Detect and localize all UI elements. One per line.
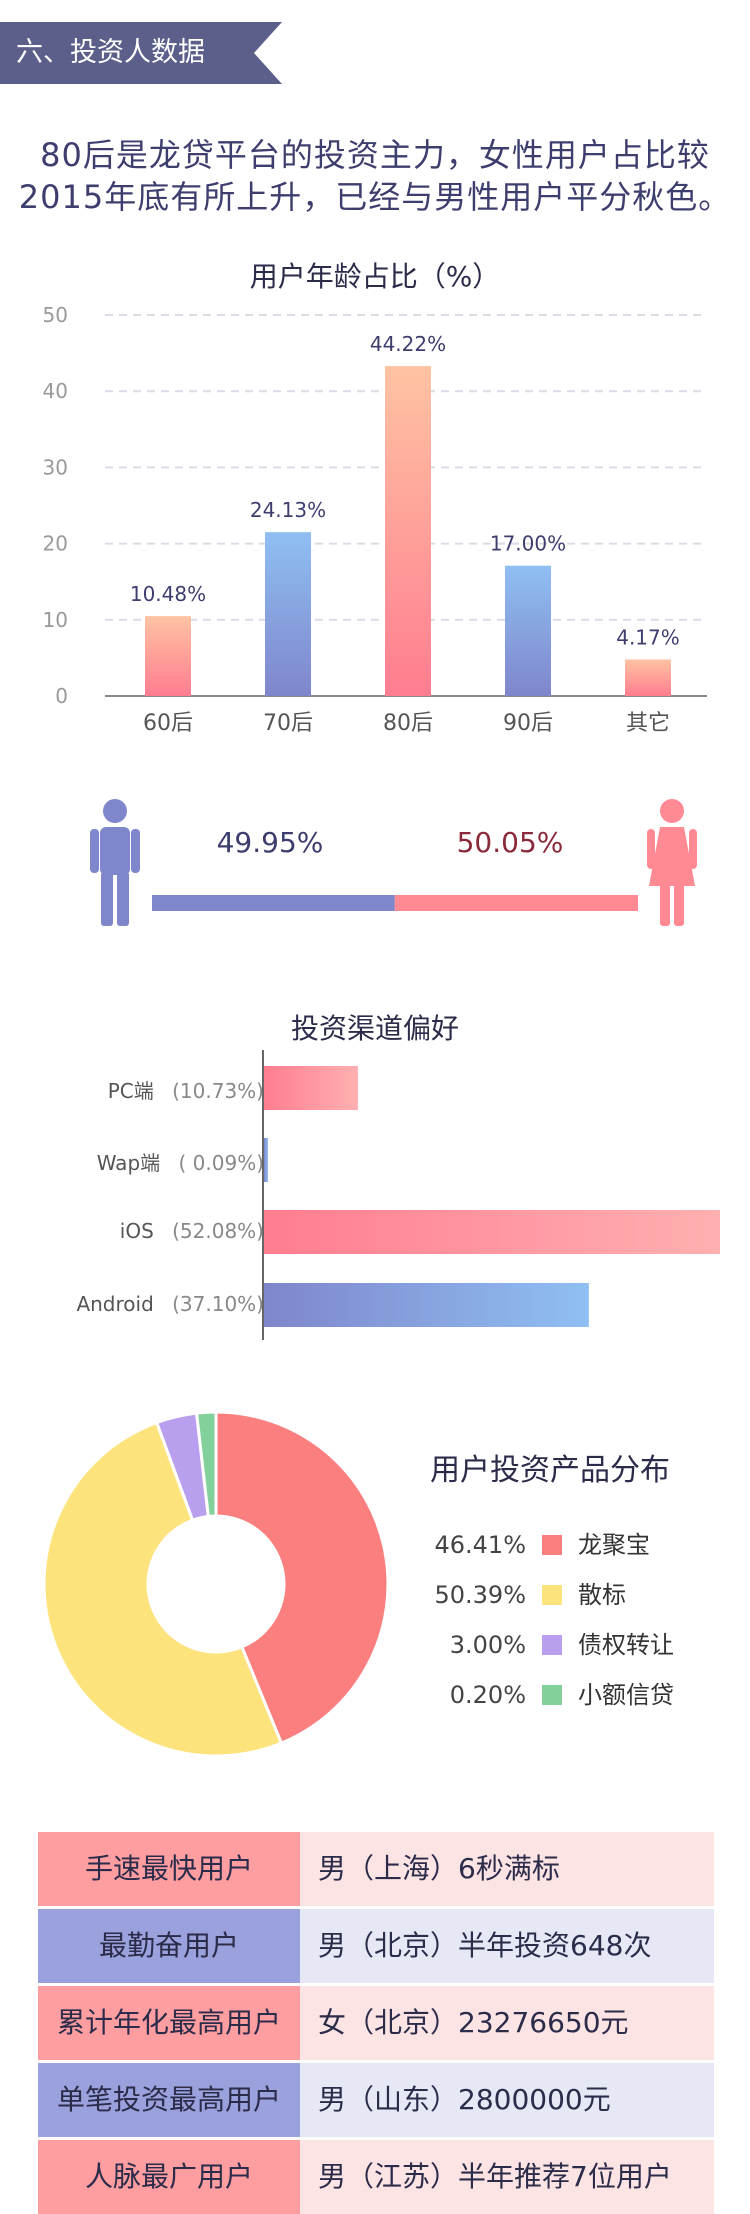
- record-title: 单笔投资最高用户: [38, 2063, 300, 2137]
- record-value: 男（江苏）半年推荐7位用户: [300, 2140, 714, 2214]
- age-bar-chart: 0 10 20 30 40 50 10.48% 60后 24.13% 70后 44.22% 80后 17…: [43, 303, 707, 736]
- x-tick-label: 90后: [503, 711, 553, 736]
- channel-bar-2: [264, 1138, 268, 1182]
- product-chart-title: 用户投资产品分布: [430, 1453, 670, 1488]
- bar-3: [385, 366, 431, 696]
- channel-percentage: (10.73%): [165, 1079, 264, 1103]
- record-title: 累计年化最高用户: [38, 1986, 300, 2060]
- gender-ratio-bar: [152, 895, 638, 911]
- pie-slice-1: [214, 1410, 390, 1746]
- x-tick-label: 60后: [143, 711, 193, 736]
- record-value: 女（北京）23276650元: [300, 1986, 714, 2060]
- product-donut-chart: [42, 1410, 390, 1758]
- legend-item: 46.41% 龙聚宝: [416, 1525, 650, 1565]
- legend-percentage: 46.41%: [434, 1531, 526, 1559]
- channel-label: iOS (52.08%): [120, 1219, 264, 1243]
- bar-value-label: 10.48%: [130, 582, 206, 606]
- channel-percentage: (52.08%): [165, 1219, 264, 1243]
- legend-item: 50.39% 散标: [416, 1575, 626, 1615]
- record-row: 单笔投资最高用户 男（山东）2800000元: [38, 2063, 714, 2137]
- record-row: 最勤奋用户 男（北京）半年投资648次: [38, 1909, 714, 1983]
- x-tick-label: 80后: [383, 711, 433, 736]
- record-row: 手速最快用户 男（上海）6秒满标: [38, 1832, 714, 1906]
- record-title: 手速最快用户: [38, 1832, 300, 1906]
- legend-label: 小额信贷: [578, 1681, 674, 1709]
- channel-name: Wap端: [96, 1151, 161, 1175]
- legend-percentage: 50.39%: [434, 1581, 526, 1609]
- bar-1: [145, 616, 191, 696]
- channel-bar-3: [264, 1210, 720, 1254]
- record-title: 人脉最广用户: [38, 2140, 300, 2214]
- record-row: 人脉最广用户 男（江苏）半年推荐7位用户: [38, 2140, 714, 2214]
- y-tick-label: 30: [43, 455, 68, 479]
- legend-percentage: 3.00%: [449, 1631, 526, 1659]
- channel-percentage: (37.10%): [165, 1292, 264, 1316]
- bar-value-label: 4.17%: [616, 625, 680, 649]
- y-tick-label: 0: [55, 684, 68, 708]
- bar-4: [505, 565, 551, 696]
- section-title: 六、投资人数据: [16, 37, 205, 68]
- legend-label: 龙聚宝: [578, 1531, 650, 1559]
- male-share-bar: [152, 895, 395, 911]
- record-value: 男（山东）2800000元: [300, 2063, 714, 2137]
- bar-value-label: 44.22%: [370, 332, 446, 356]
- section-ribbon: [0, 22, 282, 84]
- female-percentage: 50.05%: [456, 826, 564, 859]
- male-person-icon: [90, 799, 140, 926]
- channel-label: Wap端 ( 0.09%): [97, 1147, 264, 1176]
- channel-percentage: ( 0.09%): [172, 1151, 264, 1175]
- legend-label: 债权转让: [578, 1631, 674, 1659]
- y-tick-label: 10: [43, 608, 68, 632]
- bar-value-label: 17.00%: [490, 532, 566, 556]
- channel-name: iOS: [119, 1219, 154, 1243]
- intro-line-2: 2015年底有所上升，已经与男性用户平分秋色。: [18, 178, 732, 216]
- channel-bar-chart: [262, 1050, 720, 1340]
- legend-swatch: [542, 1685, 562, 1705]
- channel-name: PC端: [107, 1079, 154, 1103]
- channel-label: Android (37.10%): [76, 1292, 264, 1316]
- legend-swatch: [542, 1585, 562, 1605]
- pie-slice-4: [194, 1410, 218, 1519]
- channel-name: Android: [76, 1292, 154, 1316]
- male-percentage: 49.95%: [216, 826, 324, 859]
- channel-label: PC端 (10.73%): [108, 1075, 264, 1104]
- channel-chart-title: 投资渠道偏好: [290, 1012, 459, 1045]
- record-title: 最勤奋用户: [38, 1909, 300, 1983]
- y-tick-label: 20: [43, 532, 68, 556]
- intro-line-1: 80后是龙贷平台的投资主力，女性用户占比较: [40, 136, 710, 174]
- record-value: 男（上海）6秒满标: [300, 1832, 714, 1906]
- female-person-icon: [647, 799, 697, 926]
- record-value: 男（北京）半年投资648次: [300, 1909, 714, 1983]
- channel-bar-1: [264, 1066, 358, 1110]
- pie-slice-2: [42, 1420, 284, 1758]
- bar-2: [265, 532, 311, 696]
- y-tick-label: 40: [43, 379, 68, 403]
- legend-label: 散标: [578, 1581, 626, 1609]
- legend-percentage: 0.20%: [449, 1681, 526, 1709]
- x-tick-label: 其它: [626, 711, 670, 736]
- bar-value-label: 24.13%: [250, 498, 326, 522]
- channel-bar-4: [264, 1283, 589, 1327]
- age-chart-title: 用户年龄占比（%）: [249, 260, 501, 293]
- x-tick-label: 70后: [263, 711, 313, 736]
- female-share-bar: [394, 895, 638, 911]
- y-tick-label: 50: [43, 303, 68, 327]
- bar-5: [625, 659, 671, 696]
- legend-item: 0.20% 小额信贷: [416, 1675, 674, 1715]
- legend-swatch: [542, 1535, 562, 1555]
- record-row: 累计年化最高用户 女（北京）23276650元: [38, 1986, 714, 2060]
- legend-item: 3.00% 债权转让: [416, 1625, 674, 1665]
- legend-swatch: [542, 1635, 562, 1655]
